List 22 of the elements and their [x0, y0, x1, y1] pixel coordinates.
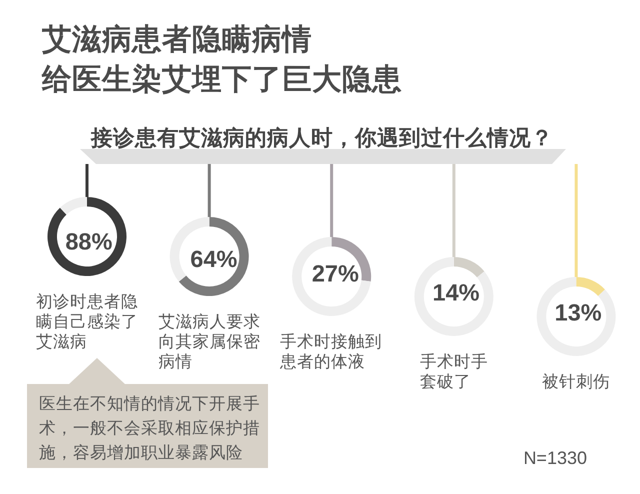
text: 医生在不知情的情况下开展手术，一般不会采取相应保护措施，容易增加职业暴露风险 [39, 394, 260, 462]
text: 初诊时患者隐瞒自己感染了艾滋病 [36, 292, 138, 351]
data-label: 14% [432, 279, 480, 306]
data-label: 13% [554, 299, 602, 326]
donut-slice [576, 277, 605, 296]
donut-slice [48, 197, 126, 276]
donut-slice [60, 197, 87, 215]
donut-slice [536, 277, 616, 356]
text: 手术时接触到患者的体液 [279, 332, 382, 371]
text: N=1330 [523, 448, 587, 468]
donut-slice [414, 257, 494, 336]
text: 艾滋病人要求向其家属保密病情 [158, 312, 260, 371]
text: 手术时手套破了 [420, 352, 488, 391]
donut-slice [292, 237, 371, 316]
text: 艾滋病患者隐瞒病情给医生染艾埋下了巨大隐患 [41, 23, 402, 96]
data-label: 64% [190, 246, 238, 272]
text: 接诊患有艾滋病的病人时，你遇到过什么情况？ [90, 126, 553, 150]
data-label: 88% [65, 228, 112, 255]
data-label: 27% [312, 260, 359, 287]
text: 被针刺伤 [542, 372, 610, 391]
donut-slice [454, 257, 484, 278]
donut-slice [178, 217, 249, 296]
